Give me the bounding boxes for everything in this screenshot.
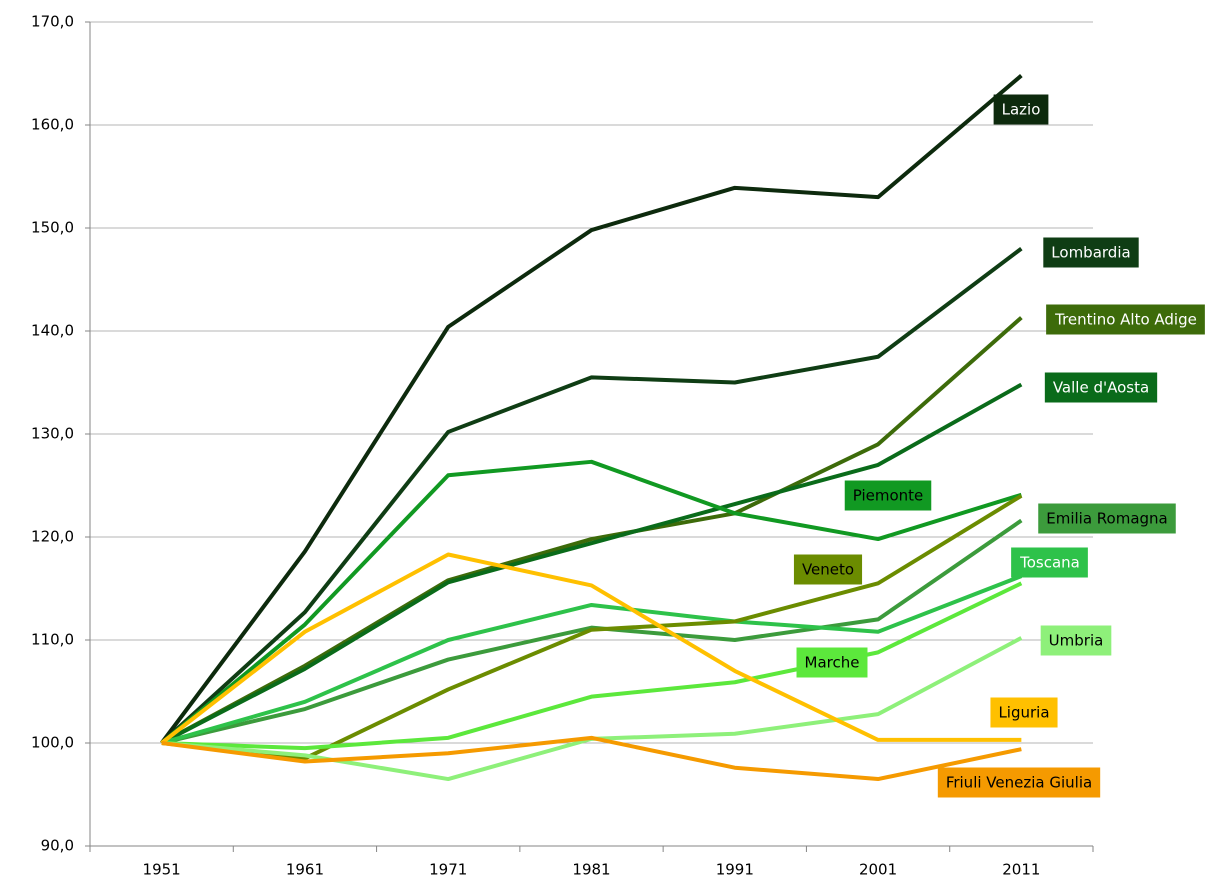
series-label-text: Umbria — [1049, 632, 1104, 650]
series-label-box — [793, 554, 863, 585]
series-label-box — [1040, 625, 1112, 656]
series-label: Lazio — [993, 94, 1049, 125]
series-label: Emilia Romagna — [1038, 503, 1176, 534]
series-label: Liguria — [990, 697, 1058, 728]
series-line — [160, 459, 1022, 745]
series-label-text: Toscana — [1019, 554, 1080, 572]
series-line — [161, 574, 1023, 745]
series-line — [161, 735, 1022, 782]
x-tick-label: 1971 — [429, 861, 467, 879]
series-label-text: Veneto — [802, 561, 854, 579]
y-tick-label: 90,0 — [41, 837, 74, 855]
series-label-box — [993, 94, 1049, 125]
x-tick-label: 1981 — [572, 861, 610, 879]
y-tick-label: 150,0 — [31, 219, 74, 237]
series-label-text: Emilia Romagna — [1046, 510, 1168, 528]
x-tick-label: 1991 — [716, 861, 754, 879]
series-line — [161, 518, 1023, 745]
series-label: Veneto — [793, 554, 863, 585]
series-label: Valle d'Aosta — [1044, 372, 1158, 403]
series-line — [160, 74, 1023, 745]
series-label: Piemonte — [844, 480, 932, 511]
series-label-text: Piemonte — [853, 487, 924, 505]
series-line — [160, 316, 1023, 745]
y-tick-label: 110,0 — [31, 631, 74, 649]
y-tick-label: 160,0 — [31, 116, 74, 134]
series-label-box — [1011, 547, 1088, 578]
y-tick-label: 170,0 — [31, 13, 74, 31]
series-label-box — [990, 697, 1058, 728]
series-label: Friuli Venezia Giulia — [937, 767, 1101, 798]
series-line — [160, 552, 1022, 745]
series-label: Marche — [796, 647, 868, 678]
series-label-box — [1038, 503, 1176, 534]
series-label: Umbria — [1040, 625, 1112, 656]
series-label-text: Friuli Venezia Giulia — [946, 774, 1092, 792]
series-label-text: Lombardia — [1051, 244, 1130, 262]
series-label-text: Trentino Alto Adige — [1054, 311, 1197, 329]
y-tick-label: 140,0 — [31, 322, 74, 340]
series-label-text: Valle d'Aosta — [1053, 379, 1149, 397]
series-label-text: Marche — [805, 654, 860, 672]
series-label: Trentino Alto Adige — [1046, 304, 1205, 335]
series-label-box — [1044, 372, 1158, 403]
x-tick-label: 1961 — [286, 861, 324, 879]
y-tick-label: 100,0 — [31, 734, 74, 752]
y-tick-label: 130,0 — [31, 425, 74, 443]
series-line — [161, 581, 1023, 751]
series-label-box — [937, 767, 1101, 798]
series-line — [160, 247, 1023, 745]
series-label: Lombardia — [1043, 237, 1139, 268]
series-line — [160, 382, 1023, 745]
y-tick-label: 120,0 — [31, 528, 74, 546]
series-label-text: Lazio — [1002, 101, 1041, 119]
series-label-box — [796, 647, 868, 678]
series-label-box — [1046, 304, 1205, 335]
series-label-box — [1043, 237, 1139, 268]
series-label-text: Liguria — [998, 704, 1049, 722]
x-tick-label: 2001 — [859, 861, 897, 879]
series-label: Toscana — [1011, 547, 1088, 578]
series-line — [161, 494, 1023, 761]
x-tick-label: 1951 — [143, 861, 181, 879]
series-label-box — [844, 480, 932, 511]
x-tick-label: 2011 — [1002, 861, 1040, 879]
